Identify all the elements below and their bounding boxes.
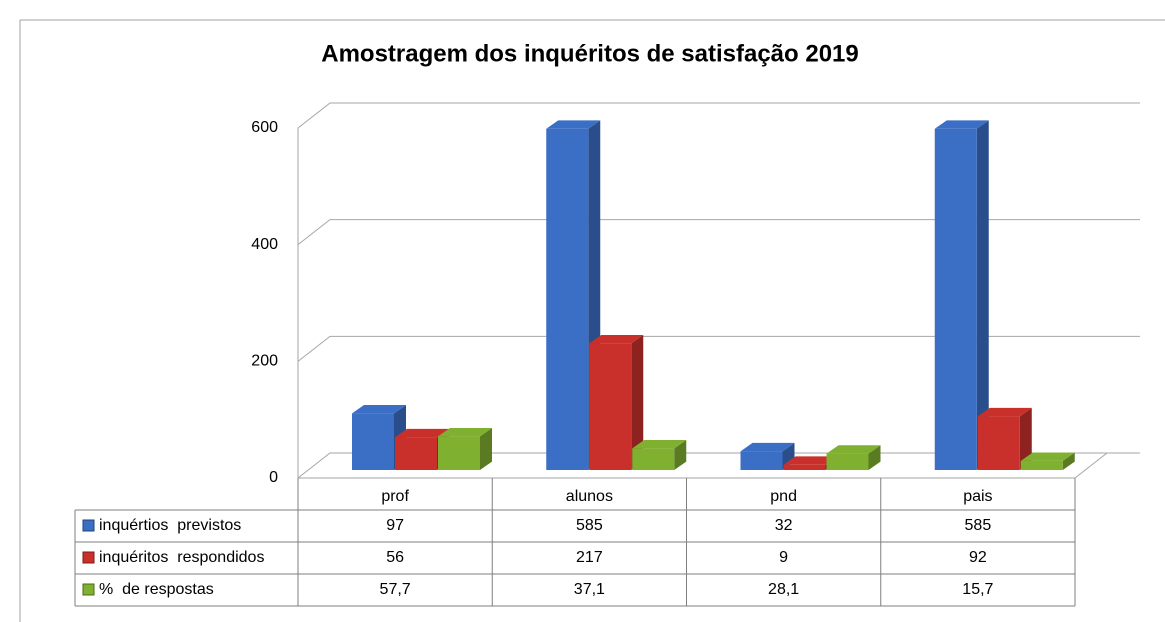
data-label: 585	[576, 517, 603, 534]
x-tick-label: pais	[963, 488, 992, 505]
data-label: 57,7	[380, 581, 411, 598]
bar-top	[546, 120, 601, 129]
bar-side	[976, 120, 989, 470]
data-label: 585	[965, 517, 992, 534]
data-label: 97	[386, 517, 404, 534]
data-label: 9	[779, 549, 788, 566]
bar	[740, 442, 795, 470]
data-label: 92	[969, 549, 987, 566]
data-label: 28,1	[768, 581, 799, 598]
bar	[977, 407, 1032, 470]
x-tick-label: alunos	[566, 488, 613, 505]
legend-swatch	[82, 519, 95, 532]
data-label: 37,1	[574, 581, 605, 598]
bar-top	[438, 427, 492, 437]
bar-front	[783, 464, 826, 470]
bar	[1020, 452, 1075, 470]
grid-line	[297, 102, 1140, 129]
y-tick-label: 600	[251, 119, 278, 136]
bar-front	[740, 451, 783, 470]
bar-top	[740, 442, 795, 452]
bar-front	[546, 128, 589, 470]
bar-front	[589, 343, 632, 470]
bar-top	[783, 456, 838, 465]
y-tick-label: 0	[269, 469, 278, 486]
bar-side	[1062, 452, 1075, 470]
legend-label: % de respostas	[99, 581, 214, 598]
grid-line	[297, 335, 1140, 362]
bar-top	[1020, 452, 1075, 461]
bar	[438, 427, 492, 470]
bar	[934, 120, 989, 470]
legend-label: inquéritos respondidos	[99, 549, 264, 566]
bar-side	[480, 427, 492, 470]
bar-top	[934, 120, 989, 129]
bar-front	[826, 453, 869, 470]
data-label: 32	[775, 517, 793, 534]
bar-side	[1019, 407, 1032, 470]
x-tick-label: prof	[381, 488, 409, 505]
bar	[589, 335, 644, 470]
data-label: 217	[576, 549, 603, 566]
bar-front	[977, 416, 1020, 470]
bar-top	[395, 428, 449, 438]
legend-label: inquértios previstos	[99, 517, 241, 534]
bar	[632, 439, 687, 470]
bar-side	[868, 445, 881, 470]
data-label: 56	[386, 549, 404, 566]
legend-swatch	[82, 551, 95, 564]
bar-top	[977, 407, 1032, 417]
bar-front	[1020, 460, 1063, 470]
bar-front	[352, 413, 394, 470]
x-tick-label: pnd	[770, 488, 797, 505]
bar-top	[826, 445, 881, 454]
bar-front	[632, 448, 675, 470]
bar-top	[632, 439, 687, 449]
y-tick-label: 400	[251, 236, 278, 253]
bar-side	[674, 439, 687, 470]
bar-top	[352, 405, 406, 414]
bar-front	[438, 436, 480, 470]
y-tick-label: 200	[251, 353, 278, 370]
bar-side	[631, 335, 644, 470]
bar-top	[589, 335, 644, 344]
bar-front	[934, 128, 977, 470]
bar	[826, 445, 881, 470]
chart-title: Amostragem dos inquéritos de satisfação …	[321, 40, 859, 67]
bar-front	[395, 437, 437, 470]
legend-swatch	[82, 583, 95, 596]
data-label: 15,7	[962, 581, 993, 598]
grid-line	[297, 219, 1140, 246]
